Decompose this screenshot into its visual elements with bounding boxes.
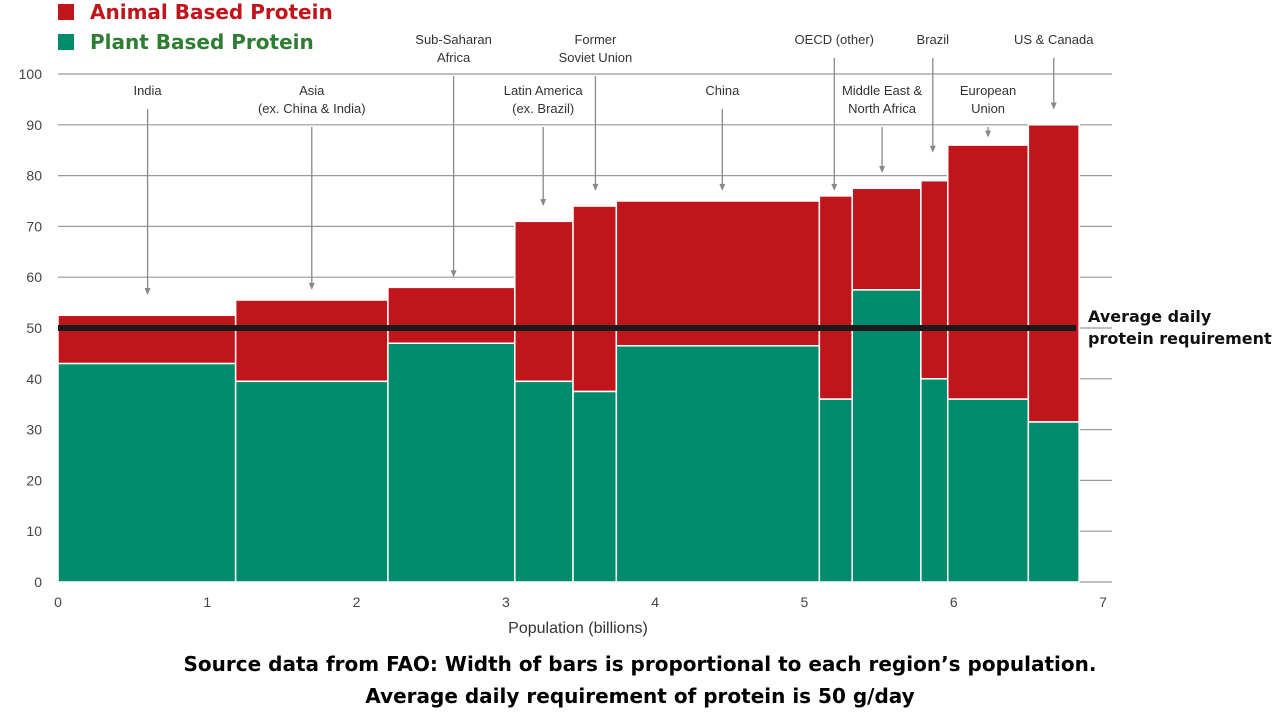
region-arrowhead-middle-east-north-africa: [879, 166, 886, 174]
bar-plant-sub-saharan-africa: [387, 342, 516, 583]
bar-animal-middle-east-north-africa: [851, 187, 922, 291]
region-label-china-0: China: [705, 83, 740, 98]
y-tick-label-70: 70: [26, 218, 42, 234]
bar-plant-latin-america-ex-brazil: [514, 380, 574, 583]
bar-animal-oecd-other: [818, 195, 853, 400]
footnote-line1: Source data from FAO: Width of bars is p…: [183, 652, 1097, 676]
footnote-line2: Average daily requirement of protein is …: [365, 684, 915, 708]
x-tick-label-7: 7: [1099, 594, 1107, 610]
reference-line-label-line1: Average daily: [1088, 307, 1212, 326]
y-tick-label-100: 100: [19, 66, 43, 82]
region-label-latin-america-ex-brazil-1: (ex. Brazil): [512, 101, 574, 116]
region-arrowhead-india: [144, 287, 151, 295]
bar-plant-oecd-other: [818, 398, 853, 583]
y-tick-label-60: 60: [26, 269, 42, 285]
y-tick-label-80: 80: [26, 168, 42, 184]
bar-plant-brazil: [920, 378, 949, 583]
bar-plant-us-canada: [1027, 421, 1080, 583]
region-label-european-union-0: European: [960, 83, 1016, 98]
region-arrowhead-china: [719, 183, 726, 191]
legend-animal: Animal Based Protein: [58, 0, 333, 24]
bar-plant-former-soviet-union: [572, 390, 618, 583]
bar-animal-india: [57, 314, 237, 365]
bar-animal-former-soviet-union: [572, 205, 618, 393]
legend-label-plant: Plant Based Protein: [90, 30, 314, 54]
x-tick-label-1: 1: [203, 594, 211, 610]
region-label-asia-ex-china-india-1: (ex. China & India): [258, 101, 366, 116]
region-arrowhead-european-union: [985, 130, 992, 138]
y-tick-label-10: 10: [26, 523, 42, 539]
region-label-oecd-other-0: OECD (other): [795, 32, 874, 47]
region-arrowhead-oecd-other: [831, 183, 838, 191]
x-tick-label-5: 5: [801, 594, 809, 610]
region-arrowhead-brazil: [929, 145, 936, 153]
bar-plant-asia-ex-china-india: [234, 380, 389, 583]
region-label-india-0: India: [133, 83, 162, 98]
region-label-former-soviet-union-0: Former: [574, 32, 617, 47]
bar-animal-us-canada: [1027, 124, 1080, 423]
x-axis-label: Population (billions): [508, 620, 648, 637]
region-label-us-canada-0: US & Canada: [1014, 32, 1094, 47]
region-arrowhead-former-soviet-union: [592, 183, 599, 191]
legend-label-animal: Animal Based Protein: [90, 0, 333, 24]
y-tick-label-0: 0: [34, 574, 42, 590]
x-tick-label-4: 4: [651, 594, 659, 610]
region-label-former-soviet-union-1: Soviet Union: [559, 50, 633, 65]
y-tick-label-50: 50: [26, 320, 42, 336]
region-label-asia-ex-china-india-0: Asia: [299, 83, 325, 98]
region-arrowhead-us-canada: [1050, 102, 1057, 110]
bar-plant-india: [57, 362, 237, 583]
bar-animal-sub-saharan-africa: [387, 286, 516, 344]
bar-plant-middle-east-north-africa: [851, 289, 922, 583]
region-label-brazil-0: Brazil: [917, 32, 950, 47]
region-label-latin-america-ex-brazil-0: Latin America: [504, 83, 584, 98]
region-label-middle-east-north-africa-0: Middle East &: [842, 83, 923, 98]
region-label-sub-saharan-africa-1: Africa: [437, 50, 471, 65]
region-arrowhead-latin-america-ex-brazil: [540, 199, 547, 207]
bar-animal-european-union: [946, 144, 1030, 400]
reference-line-label-line2: protein requirement: [1088, 329, 1272, 348]
y-tick-label-20: 20: [26, 472, 42, 488]
region-arrowhead-asia-ex-china-india: [308, 282, 315, 290]
bar-animal-china: [615, 200, 821, 347]
region-label-european-union-1: Union: [971, 101, 1005, 116]
legend-swatch-plant: [58, 34, 74, 50]
bar-plant-china: [615, 345, 821, 583]
reference-line-label: Average daily protein requirement: [1088, 306, 1272, 350]
bar-animal-latin-america-ex-brazil: [514, 220, 574, 383]
y-tick-label-90: 90: [26, 117, 42, 133]
bar-animal-asia-ex-china-india: [234, 299, 389, 383]
x-tick-label-6: 6: [950, 594, 958, 610]
x-tick-label-2: 2: [353, 594, 361, 610]
region-arrowhead-sub-saharan-africa: [450, 270, 457, 278]
legend-swatch-animal: [58, 4, 74, 20]
bar-animal-brazil: [920, 179, 949, 380]
region-label-sub-saharan-africa-0: Sub-Saharan: [415, 32, 492, 47]
bar-plant-european-union: [946, 398, 1030, 583]
y-tick-label-40: 40: [26, 371, 42, 387]
x-tick-label-3: 3: [502, 594, 510, 610]
y-tick-label-30: 30: [26, 422, 42, 438]
region-label-middle-east-north-africa-1: North Africa: [848, 101, 917, 116]
legend-plant: Plant Based Protein: [58, 30, 314, 54]
x-tick-label-0: 0: [54, 594, 62, 610]
